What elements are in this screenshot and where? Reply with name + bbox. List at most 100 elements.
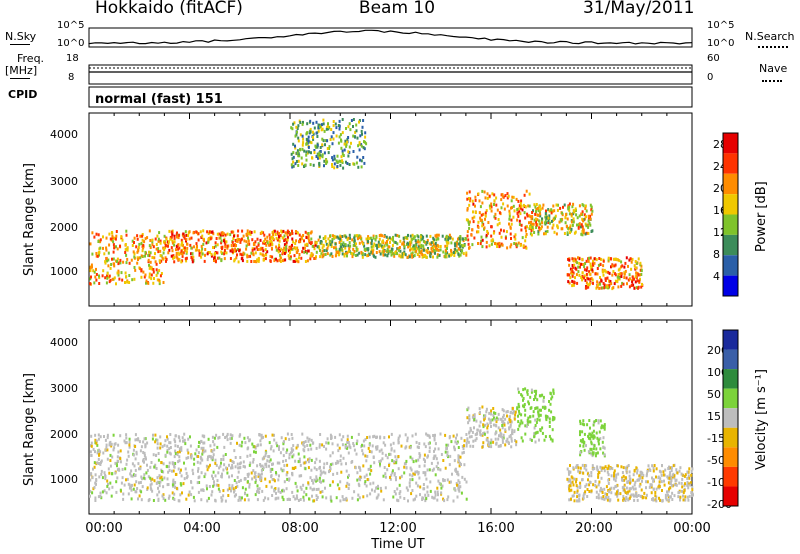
- velocity-pixel: [233, 494, 236, 498]
- velocity-pixel: [196, 460, 199, 464]
- velocity-pixel: [658, 484, 661, 488]
- velocity-pixel: [238, 495, 241, 499]
- velocity-pixel: [502, 433, 505, 437]
- power-pixel: [247, 242, 250, 246]
- power-pixel: [282, 259, 284, 263]
- power-pixel: [148, 229, 151, 233]
- velocity-pixel: [179, 470, 182, 474]
- power-pixel: [230, 244, 233, 247]
- power-pixel: [422, 254, 425, 258]
- power-pixel: [594, 272, 597, 276]
- power-pixel: [633, 277, 635, 281]
- velocity-pixel: [634, 487, 637, 491]
- power-pixel: [323, 249, 326, 253]
- power-pixel: [568, 281, 571, 285]
- power-pixel: [577, 224, 580, 228]
- power-pixel: [586, 266, 589, 270]
- velocity-pixel: [690, 470, 693, 473]
- power-pixel: [465, 253, 468, 257]
- power-pixel: [208, 251, 211, 254]
- velocity-pixel: [663, 483, 666, 487]
- velocity-pixel: [592, 436, 595, 440]
- velocity-pixel: [494, 432, 497, 436]
- velocity-pixel: [144, 477, 147, 481]
- velocity-pixel: [456, 472, 459, 476]
- power-pixel: [188, 230, 191, 234]
- power-pixel: [362, 242, 364, 246]
- nave-label: Nave: [759, 62, 788, 75]
- power-pixel: [361, 255, 364, 259]
- power-pixel: [165, 257, 168, 261]
- velocity-pixel: [201, 434, 204, 438]
- velocity-pixel: [601, 497, 604, 501]
- power-pixel: [160, 254, 163, 258]
- power-pixel: [330, 128, 333, 131]
- power-pixel: [220, 239, 223, 243]
- power-pixel: [385, 235, 388, 239]
- power-pixel: [634, 280, 637, 284]
- power-pixel: [98, 253, 100, 257]
- power-pixel: [512, 195, 515, 199]
- velocity-pixel: [168, 494, 171, 498]
- power-pixel: [383, 244, 386, 248]
- velocity-pixel: [544, 435, 547, 439]
- velocity-pixel: [174, 462, 177, 465]
- velocity-pixel: [187, 437, 190, 441]
- velocity-pixel: [220, 496, 223, 500]
- velocity-pixel: [356, 439, 359, 443]
- velocity-pixel: [383, 466, 386, 469]
- velocity-pixel: [319, 433, 322, 436]
- velocity-pixel: [102, 451, 105, 455]
- power-pixel: [292, 155, 295, 159]
- power-pixel: [640, 273, 643, 276]
- power-pixel: [95, 254, 98, 258]
- power-pixel: [354, 135, 356, 139]
- velocity-pixel: [174, 485, 177, 489]
- power-pixel: [304, 230, 307, 234]
- power-pixel: [445, 254, 448, 258]
- power-pixel: [461, 237, 464, 241]
- power-pixel: [317, 238, 320, 242]
- power-pixel: [446, 241, 449, 245]
- power-pixel: [253, 247, 256, 251]
- velocity-pixel: [248, 439, 251, 443]
- velocity-pixel: [670, 479, 673, 483]
- velocity-pixel: [331, 480, 334, 484]
- velocity-pixel: [507, 440, 510, 444]
- power-pixel: [417, 235, 420, 239]
- velocity-pixel: [254, 471, 257, 475]
- power-pixel: [300, 256, 303, 260]
- velocity-pixel: [169, 441, 172, 445]
- velocity-pixel: [628, 496, 631, 500]
- velocity-pixel: [284, 437, 287, 441]
- velocity-pixel: [200, 457, 203, 461]
- power-pixel: [432, 240, 435, 244]
- power-pixel: [204, 253, 206, 257]
- velocity-pixel: [637, 494, 640, 497]
- power-pixel: [305, 153, 308, 157]
- velocity-pixel: [194, 452, 197, 456]
- velocity-pixel: [206, 499, 209, 503]
- velocity-pixel: [458, 481, 461, 485]
- power-pixel: [245, 233, 248, 237]
- velocity-pixel: [329, 483, 332, 487]
- velocity-pixel: [162, 485, 165, 489]
- power-pixel: [327, 237, 330, 241]
- power-pixel: [581, 217, 584, 221]
- velocity-pixel: [137, 497, 139, 501]
- velocity-pixel: [332, 472, 335, 476]
- power-pixel: [97, 240, 100, 243]
- power-pixel: [396, 242, 399, 246]
- power-pixel: [305, 158, 308, 162]
- velocity-pixel: [417, 471, 420, 475]
- velocity-pixel: [537, 414, 540, 418]
- velocity-pixel: [390, 432, 393, 436]
- velocity-pixel: [501, 420, 504, 424]
- power-pixel: [585, 281, 588, 285]
- power-pixel: [579, 225, 582, 229]
- velocity-pixel: [191, 486, 194, 490]
- velocity-pixel: [106, 457, 109, 461]
- power-pixel: [165, 259, 167, 263]
- power-pixel: [200, 244, 203, 248]
- power-pixel: [288, 249, 290, 253]
